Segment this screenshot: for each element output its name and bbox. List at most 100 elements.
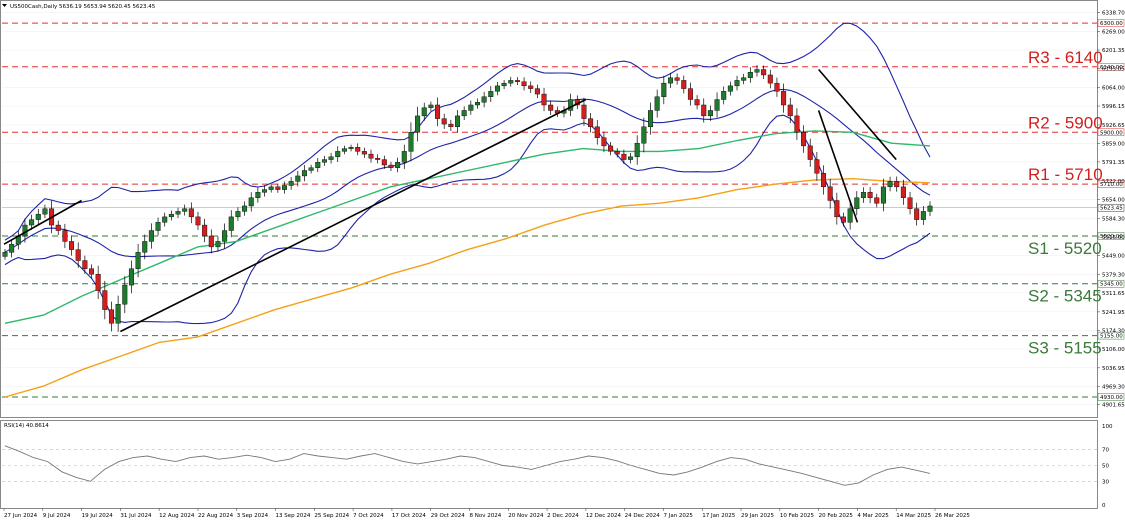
- y-tick-label-12: 5516.00: [1102, 235, 1125, 241]
- candle-body-80: [534, 88, 540, 95]
- grid: [2, 12, 1097, 405]
- level-tag-2: 5710.00: [1100, 182, 1123, 188]
- x-tick-label-22: 4 Mar 2025: [857, 513, 889, 519]
- candle-body-27: [182, 208, 188, 212]
- dropdown-triangle-icon[interactable]: [2, 4, 7, 7]
- candle-body-34: [228, 216, 234, 231]
- candle-body-113: [754, 69, 760, 73]
- candle-body-21: [142, 241, 148, 253]
- candle-body-3: [22, 224, 28, 237]
- candle-body-111: [741, 77, 747, 81]
- rsi-tick-label-0: 100: [1102, 424, 1113, 430]
- y-tick-label-14: 5379.30: [1102, 272, 1125, 278]
- candle-body-17: [115, 304, 121, 324]
- candle-body-81: [541, 93, 547, 106]
- level-tag-6: 6300.00: [1100, 21, 1123, 27]
- bollinger-bands: [4, 22, 931, 325]
- rsi-tick-label-1: 70: [1102, 448, 1109, 454]
- candle-body-90: [601, 137, 607, 147]
- candle-body-71: [474, 102, 480, 106]
- level-label-s2: S2 - 5345: [1028, 287, 1102, 306]
- y-tick-label-4: 6064.00: [1102, 86, 1125, 92]
- candle-body-87: [581, 104, 587, 119]
- candle-body-30: [202, 224, 208, 237]
- candle-body-23: [155, 222, 161, 231]
- candle-body-24: [162, 216, 168, 223]
- candle-body-48: [321, 159, 327, 163]
- candle-body-108: [721, 91, 727, 100]
- candle-body-116: [774, 82, 780, 92]
- candle-body-125: [834, 200, 840, 218]
- y-tick-label-15: 5311.65: [1102, 291, 1125, 297]
- candle-body-110: [734, 80, 740, 87]
- candle-body-8: [55, 224, 61, 231]
- candle-body-59: [395, 162, 401, 168]
- candle-body-20: [135, 252, 141, 269]
- trendline-1: [120, 98, 587, 333]
- candle-body-100: [667, 77, 673, 84]
- candle-body-4: [29, 219, 35, 226]
- level-tag-box-6: [1097, 19, 1125, 27]
- candle-body-129: [860, 192, 866, 198]
- candle-body-40: [268, 186, 274, 190]
- candle-body-136: [907, 197, 913, 209]
- level-tag-box-7: [1097, 393, 1125, 401]
- level-label-r3: R3 - 6140: [1028, 48, 1103, 67]
- candle-body-97: [648, 110, 654, 128]
- candle-body-79: [528, 85, 534, 89]
- x-tick-label-0: 27 Jun 2024: [4, 513, 38, 519]
- level-tag-box-4: [1097, 279, 1125, 288]
- candle-body-26: [175, 211, 181, 215]
- candle-body-50: [335, 151, 341, 158]
- candle-body-130: [867, 192, 873, 198]
- x-tick-label-1: 9 Jul 2024: [43, 513, 71, 519]
- ma-200-line: [4, 177, 931, 398]
- candle-body-127: [847, 208, 853, 223]
- candle-body-102: [681, 80, 687, 89]
- candle-body-118: [787, 104, 793, 117]
- candle-body-18: [122, 284, 128, 305]
- candle-body-88: [588, 118, 594, 128]
- candle-body-106: [707, 110, 713, 117]
- level-tag-1: 5900.00: [1100, 130, 1123, 136]
- candle-body-95: [634, 142, 640, 158]
- level-label-s1: S1 - 5520: [1028, 239, 1102, 258]
- candle-body-6: [42, 208, 48, 215]
- rsi-tick-label-3: 30: [1102, 479, 1109, 485]
- candle-body-114: [761, 69, 767, 76]
- symbol-info: US500Cash,Daily 5636.19 5653.94 5620.45 …: [10, 4, 156, 10]
- y-tick-label-13: 5449.00: [1102, 253, 1125, 259]
- candle-body-56: [375, 157, 381, 160]
- support-resistance-levels: 6140.00 5900.00 5710.00 5520.00 5345.00 5155.…: [2, 19, 1125, 401]
- y-tick-label-0: 6338.70: [1102, 11, 1125, 17]
- candle-body-135: [900, 186, 906, 198]
- candle-body-115: [767, 74, 773, 84]
- candle-body-124: [827, 186, 833, 201]
- candle-body-15: [102, 290, 108, 310]
- candle-body-120: [801, 132, 807, 147]
- candle-body-35: [235, 211, 241, 218]
- candle-body-33: [222, 230, 228, 242]
- candle-body-44: [295, 175, 301, 182]
- candle-body-65: [435, 104, 441, 119]
- level-label-r1: R1 - 5710: [1028, 165, 1103, 184]
- candle-body-98: [654, 96, 660, 111]
- x-tick-label-12: 8 Nov 2024: [470, 513, 502, 519]
- bollinger-lower: [4, 114, 931, 325]
- candle-body-126: [840, 216, 846, 223]
- x-tick-label-15: 12 Dec 2024: [586, 513, 622, 519]
- rsi-tick-label-2: 50: [1102, 464, 1109, 470]
- x-tick-label-6: 3 Sep 2024: [237, 513, 269, 519]
- candle-body-9: [62, 230, 68, 242]
- last-price-tag-box: [1097, 203, 1125, 212]
- x-tick-label-5: 22 Aug 2024: [198, 513, 234, 519]
- candle-body-42: [281, 185, 287, 190]
- level-tag-box-1: [1097, 128, 1125, 137]
- candle-body-16: [108, 309, 114, 324]
- candle-body-38: [255, 192, 261, 198]
- candle-body-85: [568, 99, 574, 111]
- candle-body-1: [9, 243, 15, 253]
- candle-body-61: [408, 132, 414, 152]
- candle-body-131: [874, 197, 880, 204]
